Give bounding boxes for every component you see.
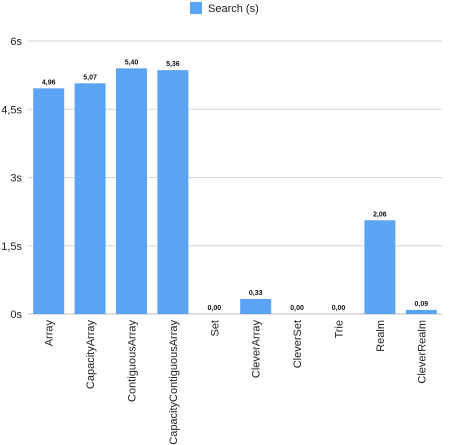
- x-category-label: CleverArray: [251, 320, 263, 379]
- x-category-label: Realm: [375, 320, 387, 352]
- x-category-label: CleverRealm: [416, 320, 428, 384]
- x-category-label: Trie: [334, 320, 346, 339]
- bar: [240, 298, 272, 314]
- data-label: 4,96: [42, 79, 56, 86]
- x-category-label: CapacityContiguousArray: [168, 320, 180, 445]
- x-category-label: ContiguousArray: [127, 320, 139, 402]
- legend: Search (s): [190, 2, 259, 15]
- data-label: 2,06: [373, 211, 387, 218]
- bar: [405, 309, 437, 314]
- data-label: 5,40: [125, 59, 139, 66]
- bar: [33, 88, 65, 314]
- data-label: 0,00: [332, 305, 346, 312]
- y-tick-label: 1,5s: [1, 241, 22, 253]
- y-tick-label: 6s: [10, 36, 22, 48]
- x-category-label: Array: [44, 320, 56, 347]
- x-axis-categories: Array CapacityArray ContiguousArray Capacit…: [44, 320, 429, 445]
- data-label: 0,09: [414, 301, 428, 308]
- data-label: 5,07: [83, 74, 97, 81]
- data-label: 0,33: [249, 290, 263, 297]
- bar: [116, 68, 147, 314]
- legend-label-search: Search (s): [208, 3, 259, 15]
- y-axis-ticks: 0s 1,5s 3s 4,5s 6s: [1, 36, 22, 321]
- x-category-label: CapacityArray: [85, 320, 97, 390]
- y-tick-label: 4,5s: [1, 104, 22, 116]
- y-tick-label: 0s: [10, 309, 22, 321]
- data-label: 0,00: [207, 305, 221, 312]
- data-label: 0,00: [290, 305, 304, 312]
- bar: [74, 83, 106, 314]
- data-label: 5,36: [166, 61, 180, 68]
- x-category-label: CleverSet: [292, 320, 304, 368]
- bar: [364, 220, 396, 314]
- bar: [157, 70, 189, 315]
- legend-swatch: [190, 2, 202, 14]
- y-tick-label: 3s: [10, 173, 22, 185]
- bars: [33, 68, 437, 315]
- data-labels: 4,96 5,07 5,40 5,36 0,00 0,33 0,00 0,00 2,06 0,09: [42, 59, 428, 312]
- x-category-label: Set: [209, 320, 221, 337]
